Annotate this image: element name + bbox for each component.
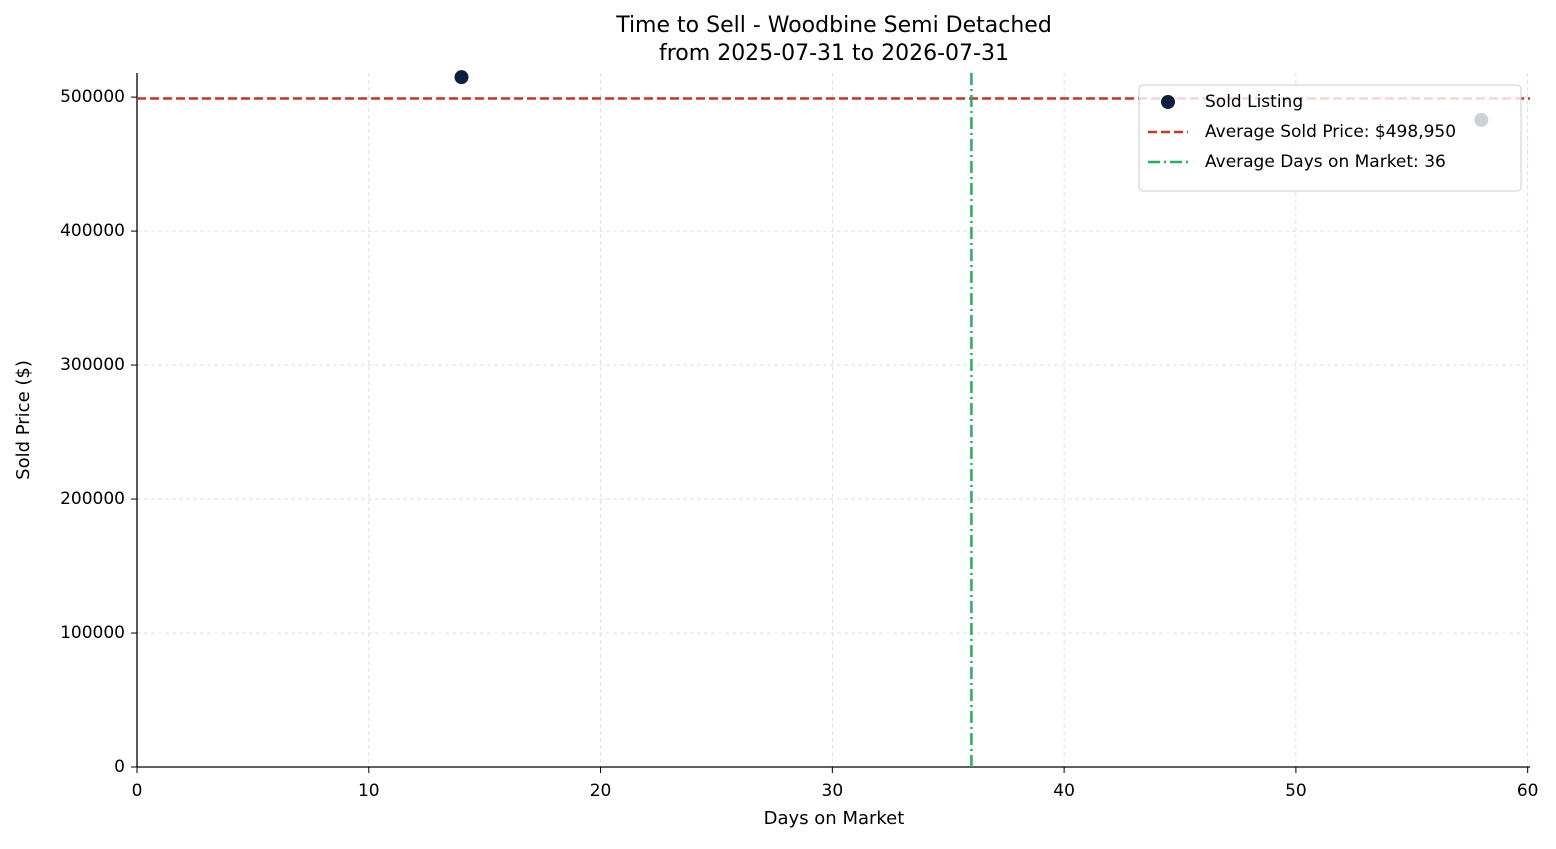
x-tick-label: 40 [1053,781,1075,801]
chart-subtitle: from 2025-07-31 to 2026-07-31 [659,41,1009,66]
y-axis-label: Sold Price ($) [13,360,34,480]
x-tick-label: 20 [590,781,612,801]
y-tick-label: 400000 [60,221,125,241]
x-tick-label: 50 [1285,781,1307,801]
point [454,70,469,85]
y-tick-label: 500000 [60,87,125,107]
y-tick-label: 0 [114,757,125,777]
legend-label: Average Days on Market: 36 [1205,152,1446,172]
x-tick-label: 30 [822,781,844,801]
y-tick-label: 100000 [60,623,125,643]
legend-label: Sold Listing [1205,92,1303,112]
x-tick-label: 0 [132,781,143,801]
chart-title: Time to Sell - Woodbine Semi Detached [615,13,1052,38]
legend-marker [1161,95,1175,109]
x-tick-label: 60 [1517,781,1539,801]
y-tick-label: 300000 [60,355,125,375]
x-axis-label: Days on Market [764,808,905,829]
y-tick-label: 200000 [60,489,125,509]
legend-box [1138,84,1522,192]
legend-label: Average Sold Price: $498,950 [1205,122,1456,142]
x-tick-label: 10 [358,781,380,801]
